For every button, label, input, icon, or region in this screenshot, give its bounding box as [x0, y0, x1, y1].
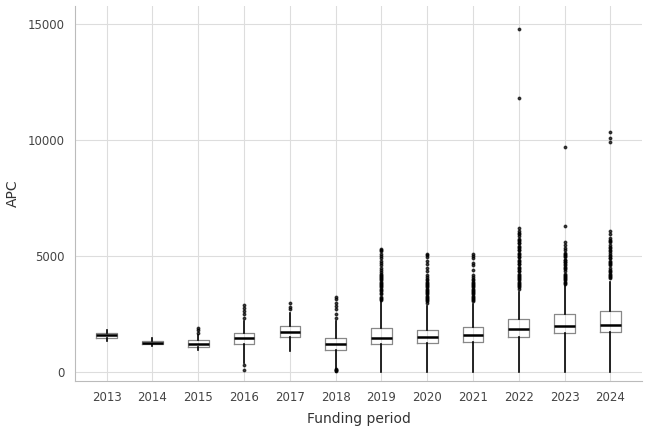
Y-axis label: APC: APC: [6, 180, 19, 207]
X-axis label: Funding period: Funding period: [307, 413, 410, 426]
